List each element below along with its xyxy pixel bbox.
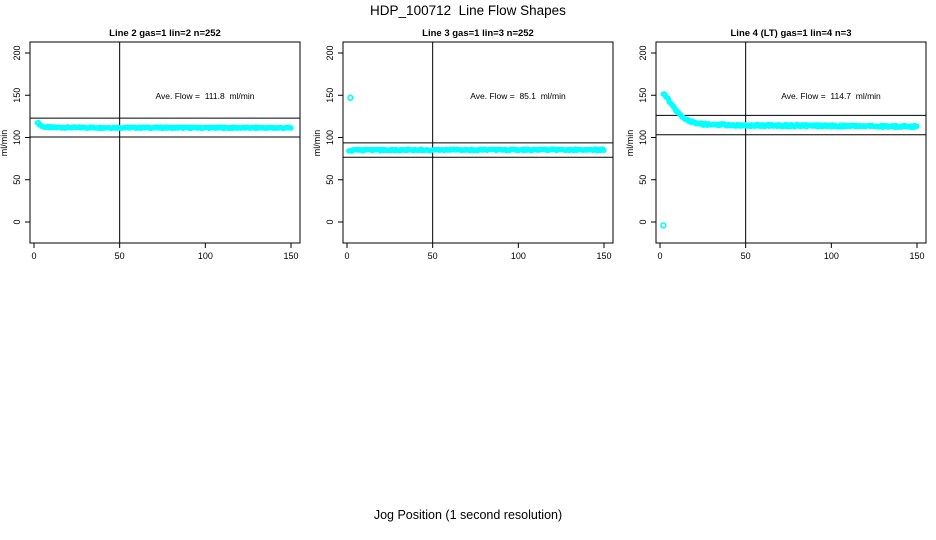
- x-tick-label: 150: [283, 251, 298, 261]
- y-tick-label: 200: [325, 45, 335, 60]
- data-points: [660, 91, 920, 229]
- outlier-point: [347, 94, 354, 102]
- y-tick-label: 100: [638, 130, 648, 145]
- x-tick-label: 50: [428, 251, 438, 261]
- subplot-title: Line 2 gas=1 lin=2 n=252: [109, 28, 221, 39]
- reference-lines: [656, 42, 926, 243]
- y-axis-label: ml/min: [313, 130, 322, 157]
- x-tick-label: 50: [741, 251, 751, 261]
- ave-flow-annotation: Ave. Flow = 111.8 ml/min: [156, 91, 255, 101]
- axes-layer: 0 50 100 150 200 0 50 100 150: [325, 41, 614, 261]
- y-tick-label: 50: [325, 175, 335, 185]
- subplot-title: Line 4 (LT) gas=1 lin=4 n=3: [731, 28, 852, 39]
- x-tick-label: 0: [31, 251, 36, 261]
- y-tick-label: 0: [12, 219, 22, 224]
- y-tick-label: 100: [12, 130, 22, 145]
- subplot-line-4: Line 4 (LT) gas=1 lin=4 n=3 Ave. Flow = …: [625, 22, 936, 275]
- axes-layer: 0 50 100 150 200 0 50 100 150: [638, 41, 927, 261]
- subplot-title: Line 3 gas=1 lin=3 n=252: [422, 28, 534, 39]
- subplot-line-3: Line 3 gas=1 lin=3 n=252 Ave. Flow = 85.…: [312, 22, 625, 275]
- reference-lines: [343, 42, 613, 243]
- y-tick-label: 50: [638, 175, 648, 185]
- x-tick-label: 0: [344, 251, 349, 261]
- outlier-point: [660, 222, 667, 229]
- plot-box: [655, 41, 927, 244]
- y-tick-label: 150: [325, 88, 335, 103]
- figure-title: HDP_100712 Line Flow Shapes: [370, 3, 566, 18]
- subplot-line-3-svg: Line 3 gas=1 lin=3 n=252 Ave. Flow = 85.…: [312, 28, 614, 261]
- subplot-line-4-svg: Line 4 (LT) gas=1 lin=4 n=3 Ave. Flow = …: [625, 28, 927, 261]
- x-tick-label: 150: [596, 251, 611, 261]
- x-axis-title: Jog Position (1 second resolution): [373, 508, 563, 522]
- y-tick-label: 0: [325, 219, 335, 224]
- data-points: [34, 119, 294, 132]
- x-tick-label: 50: [115, 251, 125, 261]
- plot-box: [29, 41, 301, 244]
- y-axis-label: ml/min: [626, 130, 635, 157]
- y-tick-label: 150: [12, 88, 22, 103]
- y-tick-label: 100: [325, 130, 335, 145]
- y-tick-label: 200: [638, 45, 648, 60]
- x-tick-label: 100: [511, 251, 526, 261]
- y-tick-label: 150: [638, 88, 648, 103]
- y-tick-label: 50: [12, 175, 22, 185]
- ave-flow-annotation: Ave. Flow = 114.7 ml/min: [781, 91, 881, 101]
- y-tick-label: 0: [638, 219, 648, 224]
- subplot-line-2-svg: Line 2 gas=1 lin=2 n=252 Ave. Flow = 111…: [0, 28, 301, 261]
- y-axis-label: ml/min: [0, 130, 9, 157]
- x-tick-label: 0: [657, 251, 662, 261]
- ave-flow-annotation: Ave. Flow = 85.1 ml/min: [470, 91, 566, 101]
- x-tick-label: 150: [909, 251, 924, 261]
- reference-lines: [30, 42, 300, 243]
- subplot-line-2: Line 2 gas=1 lin=2 n=252 Ave. Flow = 111…: [0, 22, 312, 275]
- axes-layer: 0 50 100 150 200 0 50 100 150: [12, 41, 301, 261]
- y-tick-label: 200: [12, 45, 22, 60]
- data-points: [346, 94, 607, 154]
- x-tick-label: 100: [198, 251, 213, 261]
- x-tick-label: 100: [824, 251, 839, 261]
